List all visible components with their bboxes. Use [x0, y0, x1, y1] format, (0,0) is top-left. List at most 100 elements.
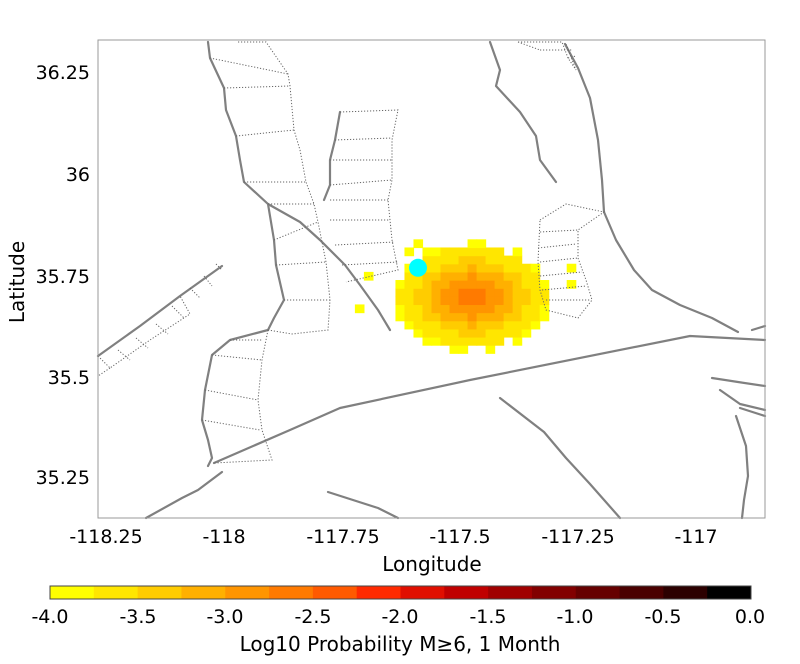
heatmap-cell — [422, 288, 433, 297]
colorbar-segment — [356, 586, 401, 599]
heatmap-cell — [512, 304, 523, 314]
heatmap-cell — [404, 296, 415, 306]
probability-heatmap — [354, 239, 577, 354]
heatmap-cell — [476, 280, 487, 289]
heatmap-cell — [530, 320, 541, 330]
heatmap-cell — [413, 296, 424, 306]
x-tick-label: -118.25 — [69, 526, 142, 548]
heatmap-cell — [476, 247, 487, 257]
heatmap-cell — [521, 288, 532, 297]
heatmap-cell — [521, 263, 532, 273]
heatmap-cell — [431, 320, 442, 330]
heatmap-cell — [494, 296, 505, 306]
heatmap-cell — [521, 304, 532, 314]
dotted-fault-zone — [537, 203, 606, 319]
heatmap-cell — [422, 336, 433, 346]
heatmap-cell — [503, 288, 514, 297]
heatmap-cell — [512, 263, 523, 273]
heatmap-cell — [431, 263, 442, 273]
fault-line — [718, 388, 767, 412]
heatmap-cell — [476, 320, 487, 330]
fault-line — [96, 264, 224, 358]
heatmap-cell — [530, 271, 541, 281]
heatmap-cell — [512, 328, 523, 338]
heatmap-cell — [440, 271, 451, 281]
heatmap-cell — [458, 247, 469, 257]
heatmap-cell — [458, 288, 469, 297]
heatmap-cell — [458, 328, 469, 338]
heatmap-cell — [539, 296, 550, 306]
heatmap-cell — [539, 312, 550, 322]
heatmap-cell — [485, 255, 496, 265]
dotted-fault-zone — [517, 41, 577, 71]
heatmap-cell — [512, 271, 523, 281]
heatmap-cell — [512, 296, 523, 306]
heatmap-cell — [467, 296, 478, 306]
colorbar-tick-label: -2.0 — [381, 606, 418, 628]
heatmap-cell — [521, 280, 532, 289]
heatmap-cell — [449, 288, 460, 297]
fault-line — [326, 490, 400, 520]
heatmap-cell — [422, 304, 433, 314]
colorbar-segment — [663, 586, 708, 599]
heatmap-cell — [503, 328, 514, 338]
heatmap-cell — [530, 288, 541, 297]
heatmap-cell — [431, 304, 442, 314]
heatmap-cell — [512, 288, 523, 297]
y-tick-label: 36 — [66, 164, 90, 186]
fault-line — [602, 210, 767, 334]
colorbar-ticks: -4.0 -3.5 -3.0 -2.5 -2.0 -1.5 -1.0 -0.5 … — [31, 606, 765, 628]
heatmap-cell — [494, 271, 505, 281]
dotted-fault-zone — [209, 57, 330, 301]
heatmap-cell — [539, 304, 550, 314]
heatmap-cell — [422, 328, 433, 338]
heatmap-cell — [494, 312, 505, 322]
heatmap-cell — [458, 296, 469, 306]
heatmap-cell — [530, 263, 541, 273]
heatmap-cell — [521, 271, 532, 281]
heatmap-cell — [449, 263, 460, 273]
heatmap-cell — [440, 320, 451, 330]
heatmap-cell — [422, 296, 433, 306]
heatmap-cell — [494, 247, 505, 257]
heatmap-cell — [503, 271, 514, 281]
heatmap-cell — [530, 296, 541, 306]
heatmap-cell — [530, 280, 541, 289]
heatmap-cell — [467, 288, 478, 297]
heatmap-cell — [485, 304, 496, 314]
heatmap-cell — [449, 280, 460, 289]
heatmap-cell — [494, 320, 505, 330]
fault-line — [734, 414, 750, 520]
heatmap-cell — [476, 239, 487, 249]
heatmap-cell — [422, 255, 433, 265]
colorbar-tick-label: -4.0 — [31, 606, 68, 628]
heatmap-cell — [422, 247, 433, 257]
event-marker — [409, 258, 427, 277]
dotted-fault-zone — [201, 329, 273, 464]
heatmap-cell — [512, 280, 523, 289]
heatmap-cell — [431, 280, 442, 289]
heatmap-cell — [503, 280, 514, 289]
colorbar-segment — [93, 586, 139, 599]
heatmap-cell — [440, 263, 451, 273]
heatmap-cell — [494, 336, 505, 346]
heatmap-cell — [431, 247, 442, 257]
heatmap-cell — [440, 336, 451, 346]
heatmap-cell — [449, 328, 460, 338]
colorbar — [50, 586, 752, 599]
x-tick-label: -117.25 — [541, 526, 614, 548]
heatmap-cell — [413, 312, 424, 322]
x-axis-label: Longitude — [382, 552, 481, 576]
heatmap-cell — [539, 280, 550, 289]
heatmap-cell — [413, 280, 424, 289]
heatmap-cell — [494, 280, 505, 289]
heatmap-cell — [476, 304, 487, 314]
heatmap-cell — [566, 280, 577, 289]
heatmap-cell — [413, 288, 424, 297]
heatmap-cell — [449, 255, 460, 265]
heatmap-cell — [449, 271, 460, 281]
heatmap-cell — [458, 271, 469, 281]
heatmap-cell — [449, 320, 460, 330]
heatmap-cell — [512, 312, 523, 322]
